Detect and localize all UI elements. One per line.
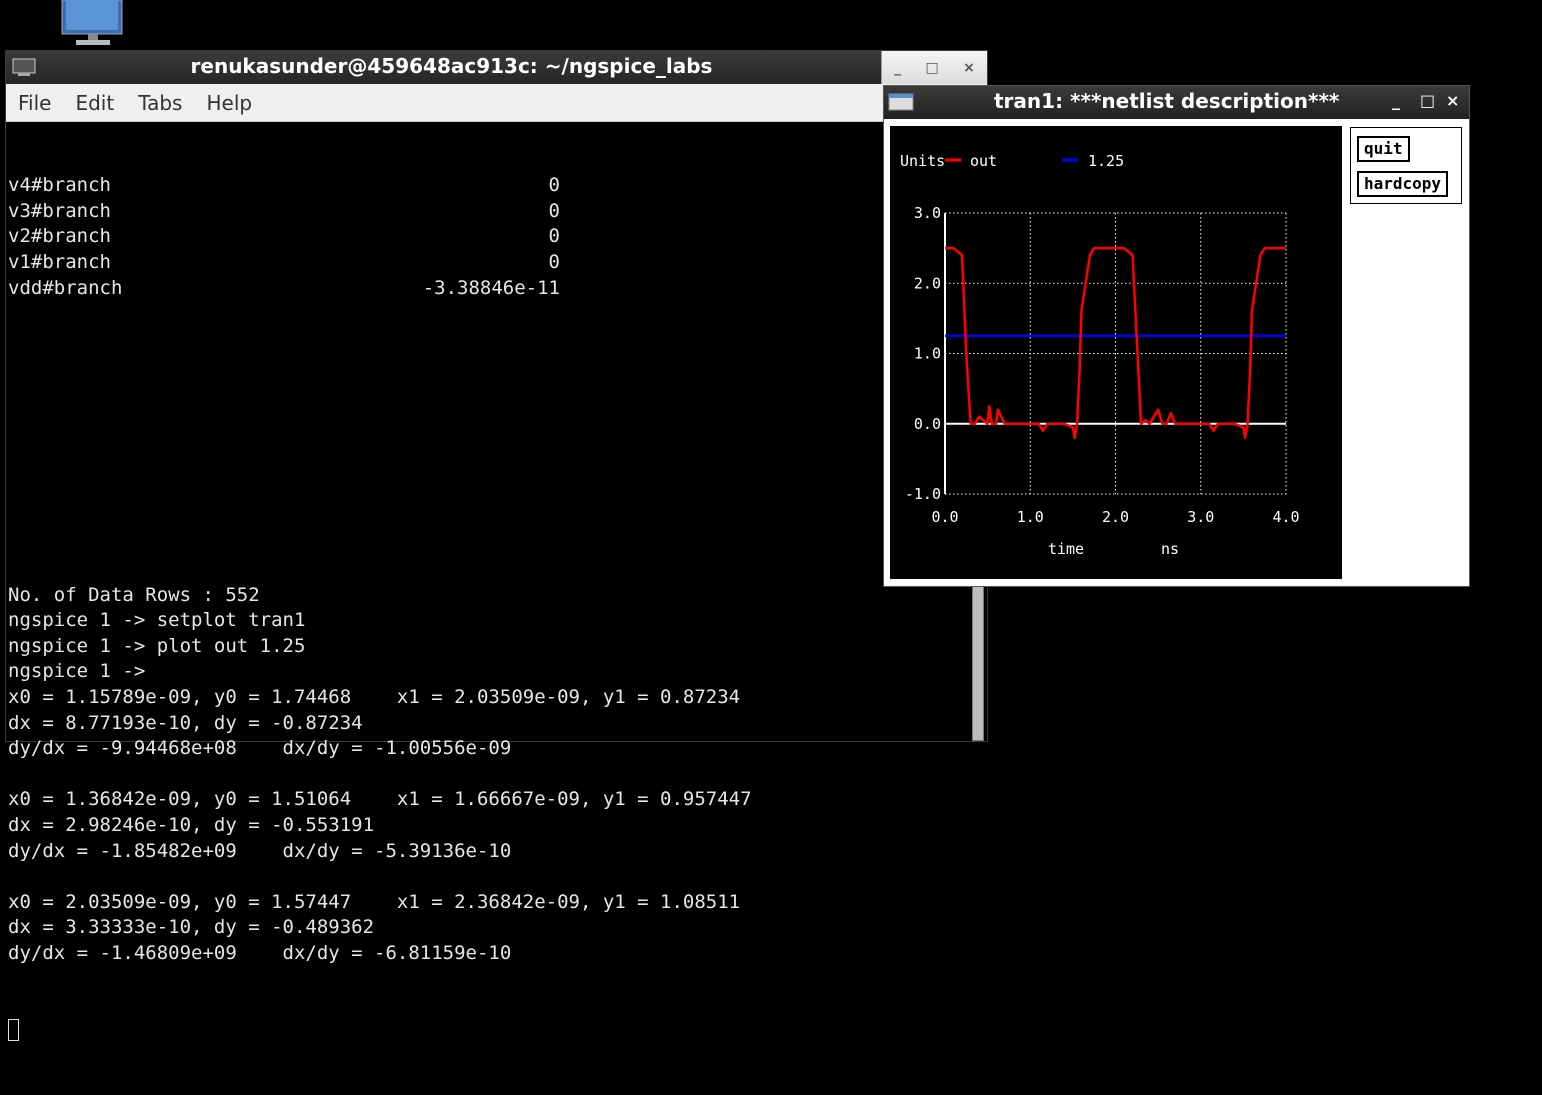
branch-value: 0 [548, 225, 560, 248]
plot-window[interactable]: tran1: ***netlist description*** _ □ × 0… [883, 85, 1470, 587]
branch-name: v1#branch [8, 250, 111, 273]
plot-close-button[interactable]: × [1446, 91, 1460, 110]
text-cursor [8, 1019, 19, 1042]
branch-value: 0 [548, 250, 560, 273]
terminal-titlebar[interactable]: renukasunder@459648ac913c: ~/ngspice_lab… [6, 51, 987, 84]
menu-help[interactable]: Help [206, 90, 253, 115]
branch-name: v3#branch [8, 199, 111, 222]
output-line: No. of Data Rows : 552 [8, 583, 260, 606]
plot-maximize-button[interactable]: □ [1420, 91, 1436, 110]
branch-value: -3.38846e-11 [422, 276, 560, 299]
terminal-output[interactable]: v4#branch 0 v3#branch 0 v2#branch 0 v1#branch 0… [6, 122, 968, 1042]
branch-name: vdd#branch [8, 276, 123, 299]
computer-icon[interactable] [60, 0, 126, 48]
y-tick-label: -1.0 [905, 485, 941, 503]
output-line: dx = 2.98246e-10, dy = -0.553191 [8, 814, 375, 837]
branch-value: 0 [548, 174, 560, 197]
close-button[interactable]: × [963, 59, 975, 76]
output-line: ngspice 1 -> [8, 660, 146, 683]
plot-button-panel: quit hardcopy [1350, 127, 1462, 204]
quit-button[interactable]: quit [1357, 136, 1410, 162]
x-tick-label: 3.0 [1187, 508, 1214, 526]
output-line: dx = 8.77193e-10, dy = -0.87234 [8, 711, 363, 734]
output-line: x0 = 2.03509e-09, y0 = 1.57447 x1 = 2.36… [8, 890, 741, 913]
output-line: dy/dx = -1.85482e+09 dx/dy = -5.39136e-1… [8, 839, 512, 862]
menu-file[interactable]: File [18, 90, 52, 115]
menu-bar: File Edit Tabs Help [6, 84, 987, 122]
output-line: ngspice 1 -> plot out 1.25 [8, 634, 306, 657]
units-label: Units [900, 152, 945, 170]
x-tick-label: 4.0 [1272, 508, 1299, 526]
output-line: dy/dx = -1.46809e+09 dx/dy = -6.81159e-1… [8, 942, 512, 964]
y-tick-label: 3.0 [914, 204, 941, 222]
x-axis-label: time [1048, 540, 1084, 558]
menu-tabs[interactable]: Tabs [138, 90, 183, 115]
legend-entry: out [970, 152, 997, 170]
legend-entry: 1.25 [1088, 152, 1124, 170]
output-line: dy/dx = -9.94468e+08 dx/dy = -1.00556e-0… [8, 737, 512, 760]
branch-name: v2#branch [8, 225, 111, 248]
terminal-title: renukasunder@459648ac913c: ~/ngspice_lab… [190, 54, 713, 78]
plot-canvas[interactable]: 0.0 1.0 2.0 3.0 4.0 -1.0 0.0 1.0 2.0 3.0 time ns Uni… [890, 126, 1342, 579]
y-tick-label: 0.0 [914, 415, 941, 433]
plot-titlebar[interactable]: tran1: ***netlist description*** _ □ × [884, 86, 1469, 119]
branch-name: v4#branch [8, 174, 111, 197]
output-line: ngspice 1 -> setplot tran1 [8, 609, 306, 632]
branch-row: v4#branch 0 [8, 173, 968, 199]
branch-row: vdd#branch -3.38846e-11 [8, 276, 968, 302]
terminal-icon [12, 58, 36, 76]
hardcopy-button[interactable]: hardcopy [1357, 171, 1449, 197]
output-line: x0 = 1.36842e-09, y0 = 1.51064 x1 = 1.66… [8, 788, 752, 811]
output-line [8, 762, 968, 788]
branch-value: 0 [548, 199, 560, 222]
maximize-button[interactable]: □ [925, 59, 939, 76]
terminal-scrollbar[interactable] [972, 581, 984, 741]
x-axis-unit: ns [1161, 540, 1179, 558]
terminal-window[interactable]: renukasunder@459648ac913c: ~/ngspice_lab… [5, 50, 988, 1042]
series-line[interactable] [945, 246, 1286, 440]
window-icon [888, 93, 914, 111]
x-tick-label: 0.0 [931, 508, 958, 526]
branch-row: v3#branch 0 [8, 199, 968, 225]
x-tick-label: 2.0 [1102, 508, 1129, 526]
plot-minimize-button[interactable]: _ [1392, 91, 1400, 110]
x-tick-label: 1.0 [1017, 508, 1044, 526]
output-line [8, 864, 968, 890]
output-line: dx = 3.33333e-10, dy = -0.489362 [8, 916, 375, 939]
output-line: x0 = 1.15789e-09, y0 = 1.74468 x1 = 2.03… [8, 686, 741, 709]
minimize-button[interactable]: _ [894, 59, 902, 76]
plot-title: tran1: ***netlist description*** [994, 89, 1340, 113]
y-tick-label: 1.0 [914, 345, 941, 363]
waveform-chart[interactable]: 0.0 1.0 2.0 3.0 4.0 -1.0 0.0 1.0 2.0 3.0 time ns Uni… [890, 126, 1342, 579]
branch-row: v1#branch 0 [8, 250, 968, 276]
terminal-window-controls: _ □ × [881, 51, 987, 84]
y-tick-label: 2.0 [914, 274, 941, 292]
menu-edit[interactable]: Edit [75, 90, 115, 115]
branch-row: v2#branch 0 [8, 224, 968, 250]
